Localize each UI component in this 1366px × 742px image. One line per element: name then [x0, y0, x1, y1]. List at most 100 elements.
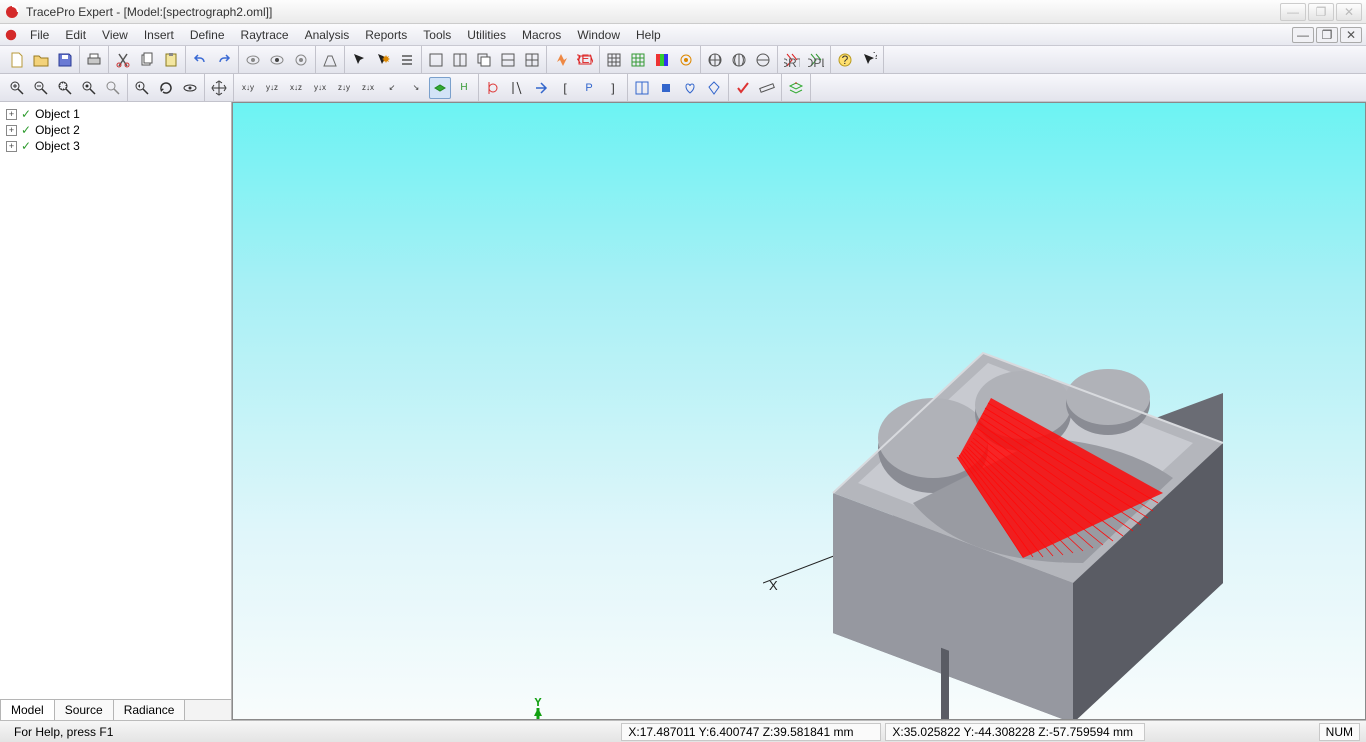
rotate-button[interactable] [155, 77, 177, 99]
window-tile-v-button[interactable] [497, 49, 519, 71]
bracket2-button[interactable]: ] [602, 77, 624, 99]
menu-utilities[interactable]: Utilities [459, 26, 514, 44]
redo-button[interactable] [213, 49, 235, 71]
zoom-out-button[interactable] [30, 77, 52, 99]
axis-triad: X Y Z [498, 698, 578, 720]
select-arrow-button[interactable] [348, 49, 370, 71]
expand-icon[interactable]: + [6, 141, 17, 152]
window-quad-button[interactable] [521, 49, 543, 71]
view-button-3[interactable] [290, 49, 312, 71]
opl-button[interactable]: OPL [805, 49, 827, 71]
expand-icon[interactable]: + [6, 109, 17, 120]
globe3-button[interactable] [752, 49, 774, 71]
mdi-maximize-button[interactable]: ❐ [1316, 27, 1338, 43]
raytrace-button[interactable] [550, 49, 572, 71]
paste-button[interactable] [160, 49, 182, 71]
menu-view[interactable]: View [94, 26, 136, 44]
stop-button[interactable] [655, 77, 677, 99]
undo-button[interactable] [189, 49, 211, 71]
tab-model[interactable]: Model [0, 699, 55, 720]
rev-button[interactable]: REV [574, 49, 596, 71]
title-bar: TracePro Expert - [Model:[spectrograph2.… [0, 0, 1366, 24]
window-single-button[interactable] [425, 49, 447, 71]
view-zx-button[interactable]: z↓x [357, 77, 379, 99]
menu-edit[interactable]: Edit [57, 26, 94, 44]
filter2-button[interactable] [506, 77, 528, 99]
tab-radiance[interactable]: Radiance [113, 699, 186, 720]
heart-button[interactable] [679, 77, 701, 99]
window-maximize-button[interactable]: ❐ [1308, 3, 1334, 21]
zoom-reset-button[interactable] [102, 77, 124, 99]
menu-analysis[interactable]: Analysis [297, 26, 358, 44]
srt-button[interactable]: SRT [781, 49, 803, 71]
menu-macros[interactable]: Macros [514, 26, 569, 44]
menu-help[interactable]: Help [628, 26, 669, 44]
view-iso2-button[interactable]: ↘ [405, 77, 427, 99]
window-close-button[interactable]: ✕ [1336, 3, 1362, 21]
tree-item[interactable]: + ✓ Object 1 [6, 106, 225, 122]
view-custom-button[interactable] [429, 77, 451, 99]
menu-file[interactable]: File [22, 26, 57, 44]
bracket1-button[interactable]: [ [554, 77, 576, 99]
zoom-fit-button[interactable] [78, 77, 100, 99]
grid-button[interactable] [603, 49, 625, 71]
window-cascade-button[interactable] [473, 49, 495, 71]
view-h-button[interactable]: H [453, 77, 475, 99]
view-xz-button[interactable]: x↓z [285, 77, 307, 99]
globe-button[interactable] [704, 49, 726, 71]
context-help-button[interactable]: ? [858, 49, 880, 71]
print-button[interactable] [83, 49, 105, 71]
check-button[interactable] [732, 77, 754, 99]
tree-item[interactable]: + ✓ Object 3 [6, 138, 225, 154]
color-map-button[interactable] [651, 49, 673, 71]
menu-insert[interactable]: Insert [136, 26, 182, 44]
diamond-button[interactable] [703, 77, 725, 99]
tree-item[interactable]: + ✓ Object 2 [6, 122, 225, 138]
tree-item-label: Object 1 [35, 107, 80, 121]
filter1-button[interactable] [482, 77, 504, 99]
window-minimize-button[interactable]: — [1280, 3, 1306, 21]
filter3-button[interactable] [530, 77, 552, 99]
globe2-button[interactable] [728, 49, 750, 71]
svg-text:OPL: OPL [808, 56, 824, 68]
view-zy-button[interactable]: z↓y [333, 77, 355, 99]
menu-window[interactable]: Window [569, 26, 628, 44]
view-xy-button[interactable]: x↓y [237, 77, 259, 99]
mdi-minimize-button[interactable]: — [1292, 27, 1314, 43]
open-button[interactable] [30, 49, 52, 71]
window-tile-h-button[interactable] [449, 49, 471, 71]
view-button-1[interactable] [242, 49, 264, 71]
cut-button[interactable] [112, 49, 134, 71]
copy-button[interactable] [136, 49, 158, 71]
layers-button[interactable] [785, 77, 807, 99]
target-button[interactable] [675, 49, 697, 71]
menu-tools[interactable]: Tools [415, 26, 459, 44]
select-star-button[interactable] [372, 49, 394, 71]
grid2-button[interactable] [627, 49, 649, 71]
view-iso1-button[interactable]: ↙ [381, 77, 403, 99]
split-button[interactable] [631, 77, 653, 99]
p-button[interactable]: P [578, 77, 600, 99]
zoom-window-button[interactable] [54, 77, 76, 99]
mdi-close-button[interactable]: ✕ [1340, 27, 1362, 43]
tab-source[interactable]: Source [54, 699, 114, 720]
view-yz-button[interactable]: y↓z [261, 77, 283, 99]
viewport-3d[interactable]: X Y [232, 102, 1366, 720]
perspective-button[interactable] [319, 49, 341, 71]
menu-raytrace[interactable]: Raytrace [233, 26, 297, 44]
zoom-prev-button[interactable] [131, 77, 153, 99]
expand-icon[interactable]: + [6, 125, 17, 136]
svg-text:SRT: SRT [784, 56, 800, 68]
new-button[interactable] [6, 49, 28, 71]
pan-button[interactable] [208, 77, 230, 99]
zoom-in-button[interactable] [6, 77, 28, 99]
save-button[interactable] [54, 49, 76, 71]
view-yx-button[interactable]: y↓x [309, 77, 331, 99]
list-button[interactable] [396, 49, 418, 71]
help-button[interactable]: ? [834, 49, 856, 71]
view-button-2[interactable] [266, 49, 288, 71]
orbit-button[interactable] [179, 77, 201, 99]
ruler-button[interactable] [756, 77, 778, 99]
menu-reports[interactable]: Reports [357, 26, 415, 44]
menu-define[interactable]: Define [182, 26, 233, 44]
